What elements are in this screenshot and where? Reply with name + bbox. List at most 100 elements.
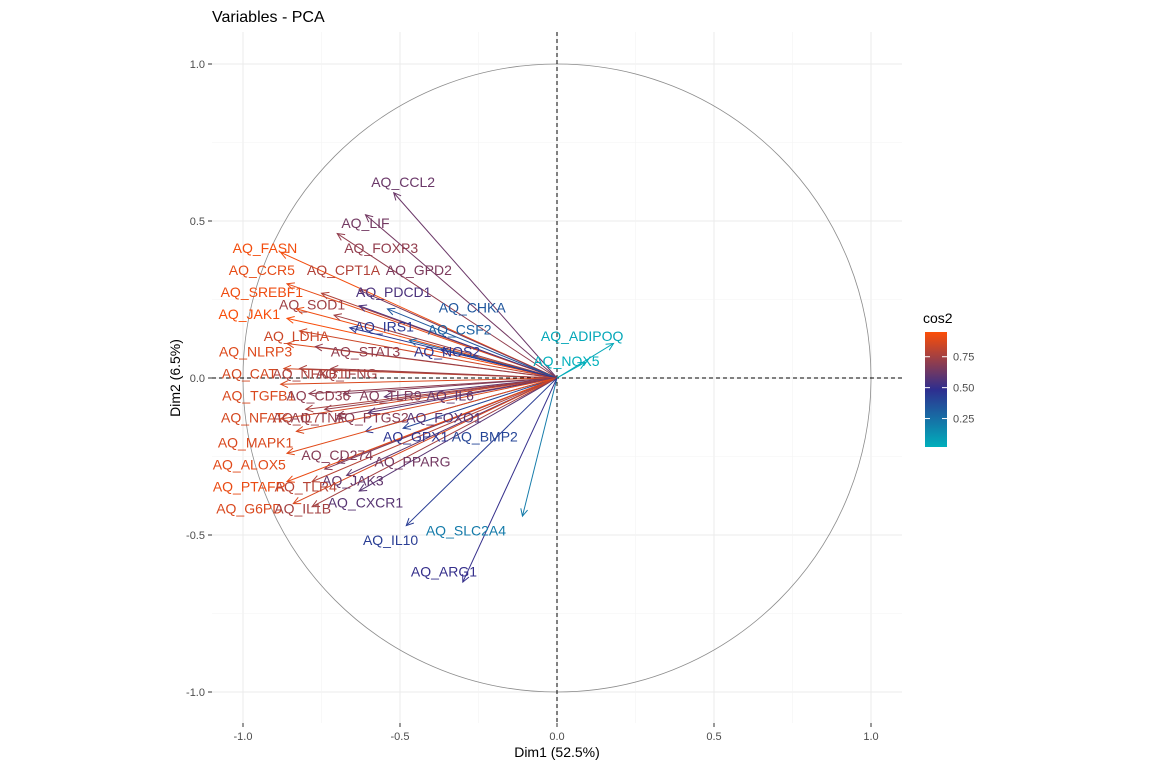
arrow-aq-alox5	[286, 377, 558, 454]
label-aq-il6: AQ_IL6	[426, 388, 474, 404]
arrow-aq-foxo1	[368, 377, 558, 414]
label-aq-ifng: AQ_IFNG	[316, 366, 377, 382]
label-aq-tlr9: AQ_TLR9	[359, 388, 421, 404]
label-aq-arg1: AQ_ARG1	[411, 563, 477, 579]
variable-arrows	[279, 191, 615, 584]
arrowhead-aq-tgfb1	[279, 380, 289, 389]
arrowhead-aq-foxp3	[336, 232, 346, 241]
arrow-aq-ldha	[299, 330, 558, 379]
arrowhead-aq-g6pd	[292, 497, 302, 505]
x-tick-label-1: -0.5	[391, 731, 410, 743]
arrowhead-aq-irs1	[348, 325, 358, 334]
legend-tick-label-0: 0.25	[953, 414, 974, 426]
y-tick-label-3: 0.5	[190, 216, 205, 228]
arrowhead-aq-arg1	[462, 574, 470, 584]
label-aq-sod1: AQ_SOD1	[279, 296, 345, 312]
label-aq-mapk1: AQ_MAPK1	[218, 435, 294, 451]
arrowhead-aq-srebf1	[295, 306, 305, 315]
arrowhead-aq-alox5	[285, 447, 295, 456]
y-tick-label-0: -1.0	[186, 687, 205, 699]
y-tick-label-4: 1.0	[190, 59, 205, 71]
label-aq-lif: AQ_LIF	[341, 215, 389, 231]
label-aq-il10: AQ_IL10	[363, 532, 418, 548]
arrow-aq-nos2	[440, 349, 558, 379]
arrow-aq-pdcd1	[359, 305, 558, 379]
label-aq-cpt1a: AQ_CPT1A	[307, 262, 381, 278]
arrowhead-aq-pdcd1	[358, 304, 368, 312]
arrowhead-aq-nfat	[279, 413, 289, 422]
label-aq-nos2: AQ_NOS2	[414, 344, 480, 360]
label-aq-stat3: AQ_STAT3	[331, 344, 401, 360]
arrowhead-aq-fasn	[279, 251, 289, 259]
label-aq-il7: AQ_IL7	[273, 410, 321, 426]
arrowhead-aq-jak1	[285, 316, 295, 324]
label-aq-ccr5: AQ_CCR5	[229, 262, 295, 278]
chart-title: Variables - PCA	[212, 9, 325, 26]
label-aq-pparg: AQ_PPARG	[375, 453, 451, 469]
x-tick-label-0: -1.0	[234, 731, 253, 743]
label-aq-chka: AQ_CHKA	[439, 300, 507, 316]
label-aq-foxo1: AQ_FOXO1	[406, 410, 482, 426]
arrow-aq-sod1	[333, 314, 558, 379]
label-aq-cat: AQ_CAT	[222, 366, 277, 382]
x-tick-label-2: 0.0	[549, 731, 564, 743]
arrow-aq-chka	[387, 308, 558, 379]
label-aq-nfat: AQ_NFAT	[221, 410, 284, 426]
arrowhead-aq-chka	[386, 307, 396, 316]
arrow-aq-stat3	[315, 346, 558, 379]
axis-ticks: -1.0 -0.5 0.0 0.5 1.0 -1.0 -0.5 0.0 0.5 1.0	[186, 59, 879, 743]
arrowhead-aq-il7	[304, 404, 314, 413]
arrowhead-aq-nlrp3	[285, 340, 295, 349]
legend-colorbar	[925, 332, 947, 447]
arrow-aq-lif	[365, 214, 558, 379]
label-aq-ldha: AQ_LDHA	[264, 328, 330, 344]
label-aq-csf2: AQ_CSF2	[428, 322, 492, 338]
arrowhead-aq-adipoq	[605, 342, 615, 351]
arrow-aq-tgfb1	[280, 377, 558, 385]
arrow-aq-tnf	[324, 377, 558, 410]
label-aq-nox5: AQ_NOX5	[533, 353, 599, 369]
x-tick-label-3: 0.5	[706, 731, 721, 743]
arrowhead-aq-cxcr1	[358, 484, 368, 492]
arrow-aq-arg1	[462, 377, 558, 583]
label-aq-jak1: AQ_JAK1	[219, 306, 281, 322]
label-aq-gpx1: AQ_GPX1	[383, 428, 449, 444]
arrowhead-aq-cat	[282, 364, 292, 373]
arrowhead-aq-ccl2	[392, 191, 402, 201]
arrow-aq-ifng	[330, 368, 558, 379]
arrowhead-aq-nos2	[439, 347, 449, 356]
arrowhead-aq-ccr5	[285, 282, 295, 290]
label-aq-pdcd1: AQ_PDCD1	[356, 284, 432, 300]
arrow-aq-jak1	[286, 317, 558, 379]
arrow-aq-il10	[405, 377, 558, 526]
arrowhead-aq-cd274	[323, 462, 333, 471]
label-aq-nfkb1: AQ_NFKB1	[272, 366, 345, 382]
label-aq-g6pd: AQ_G6PD	[216, 501, 282, 517]
arrowhead-aq-csf2	[408, 338, 418, 346]
arrowhead-aq-nfkb1	[298, 364, 308, 373]
label-aq-ptgs2: AQ_PTGS2	[335, 410, 409, 426]
arrowhead-aq-stat3	[314, 343, 323, 352]
arrowhead-aq-foxo1	[367, 407, 377, 416]
label-aq-adipoq: AQ_ADIPOQ	[541, 328, 624, 344]
arrowhead-aq-ptgs2	[336, 410, 346, 419]
arrow-aq-foxp3	[336, 233, 558, 379]
label-aq-nlrp3: AQ_NLRP3	[219, 344, 292, 360]
arrowhead-aq-mapk1	[295, 426, 305, 434]
arrowhead-aq-nox5	[577, 361, 587, 370]
arrow-aq-slc2a4	[521, 377, 558, 517]
arrow-aq-tlr4	[311, 377, 558, 483]
label-aq-tnf: AQ_TNF	[291, 410, 346, 426]
label-aq-foxp3: AQ_FOXP3	[344, 240, 418, 256]
label-aq-cd36: AQ_CD36	[286, 388, 350, 404]
arrow-aq-nox5	[556, 361, 586, 379]
arrowhead-aq-ldha	[298, 328, 308, 337]
label-aq-tlr4: AQ_TLR4	[275, 479, 337, 495]
legend-tick-label-2: 0.75	[953, 352, 974, 364]
label-aq-gpd2: AQ_GPD2	[386, 262, 452, 278]
y-tick-label-1: -0.5	[186, 530, 205, 542]
arrow-aq-bmp2	[402, 377, 558, 429]
label-aq-fasn: AQ_FASN	[233, 240, 298, 256]
arrow-aq-g6pd	[293, 377, 558, 505]
arrow-aq-ptafr	[286, 377, 558, 483]
